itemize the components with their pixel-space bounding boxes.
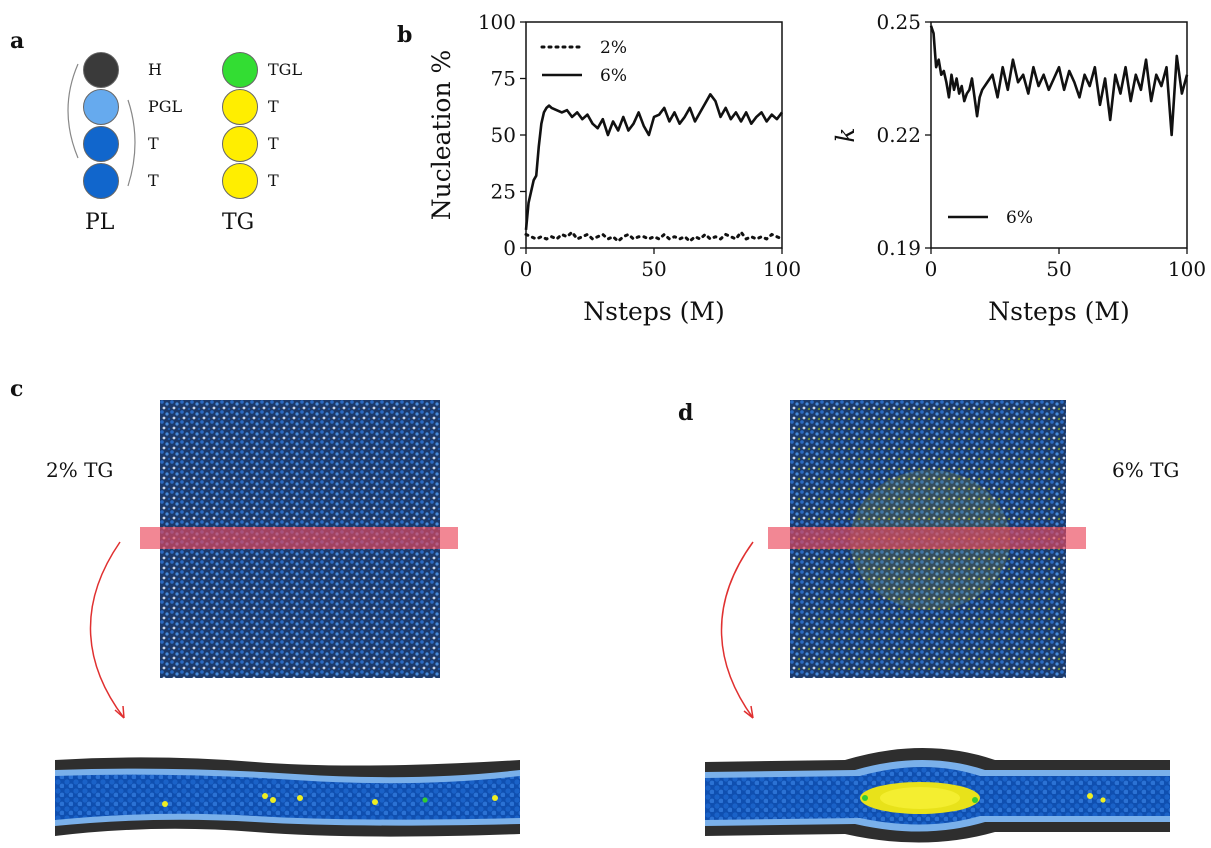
panel-b-label: b	[397, 22, 413, 48]
plot-frame	[525, 21, 783, 249]
x-tick-label-0: 0	[520, 257, 533, 281]
sim-c-label: 2% TG	[46, 458, 114, 482]
legend-label-1: 6%	[600, 66, 627, 86]
y-tick-label-0: 0.19	[876, 236, 921, 260]
group-label-tg: TG	[222, 210, 255, 235]
sim-d-sideview	[705, 748, 1170, 843]
bead-label-pl-0: H	[148, 60, 162, 79]
panel-d-label: d	[678, 400, 694, 426]
bead-pl-1	[83, 89, 119, 125]
bead-label-pl-3: T	[148, 171, 159, 190]
x-tick-label-2: 100	[763, 257, 801, 281]
panel-c-label: c	[10, 376, 24, 402]
y-axis-label: k	[831, 127, 860, 142]
bead-diagram: H PGL T T PL TGL T T T TG	[0, 0, 380, 250]
k-chart: 0 50 100 0.19 0.22 0.25 Nsteps (M) k 6%	[831, 10, 1205, 326]
slice-arrow-c	[89, 541, 125, 719]
y-tick-label-2: 0.25	[876, 10, 921, 34]
bead-tg-3	[222, 163, 258, 199]
plot-frame	[930, 21, 1188, 249]
bead-tg-0	[222, 52, 258, 88]
y-tick-label-1: 25	[491, 180, 516, 204]
series-line-1	[524, 93, 784, 231]
legend-label-0: 6%	[1006, 208, 1033, 228]
bead-tg-1	[222, 89, 258, 125]
bead-label-tg-0: TGL	[268, 60, 303, 79]
bead-label-pl-1: PGL	[148, 97, 183, 116]
series-line-0	[524, 230, 784, 243]
group-label-pl: PL	[85, 210, 115, 235]
x-axis-label: Nsteps (M)	[988, 297, 1129, 326]
x-tick-label-1: 50	[1046, 257, 1071, 281]
bead-label-pl-2: T	[148, 134, 159, 153]
slice-arrow-d	[720, 541, 754, 719]
x-tick-label-1: 50	[641, 257, 666, 281]
slice-highlight-d	[768, 527, 1086, 549]
panel-a-label: a	[10, 28, 25, 54]
bead-label-tg-2: T	[268, 134, 279, 153]
y-tick-label-2: 50	[491, 123, 516, 147]
bead-brackets	[67, 63, 136, 187]
x-axis-label: Nsteps (M)	[583, 297, 724, 326]
pl-bracket-left	[67, 63, 79, 159]
bead-label-tg-3: T	[268, 171, 279, 190]
y-tick-label-3: 75	[491, 67, 516, 91]
bead-pl-0	[83, 52, 119, 88]
bead-tg-2	[222, 126, 258, 162]
x-tick-label-0: 0	[925, 257, 938, 281]
x-tick-label-2: 100	[1168, 257, 1205, 281]
nucleation-chart: 0 50 100 0 25 50 75 100 Nsteps (M) Nucleation % 2%…	[427, 10, 801, 326]
y-tick-label-0: 0	[503, 236, 516, 260]
series-line-0	[929, 25, 1189, 137]
slice-highlight-c	[140, 527, 458, 549]
bead-label-tg-1: T	[268, 97, 279, 116]
y-axis-label: Nucleation %	[427, 50, 456, 221]
pl-bracket-right	[127, 99, 136, 187]
y-tick-label-4: 100	[478, 10, 516, 34]
sim-d-label: 6% TG	[1112, 458, 1180, 482]
bead-pl-2	[83, 126, 119, 162]
bead-pl-3	[83, 163, 119, 199]
y-tick-label-1: 0.22	[876, 123, 921, 147]
legend-label-0: 2%	[600, 38, 627, 58]
sim-c-sideview	[55, 757, 520, 837]
